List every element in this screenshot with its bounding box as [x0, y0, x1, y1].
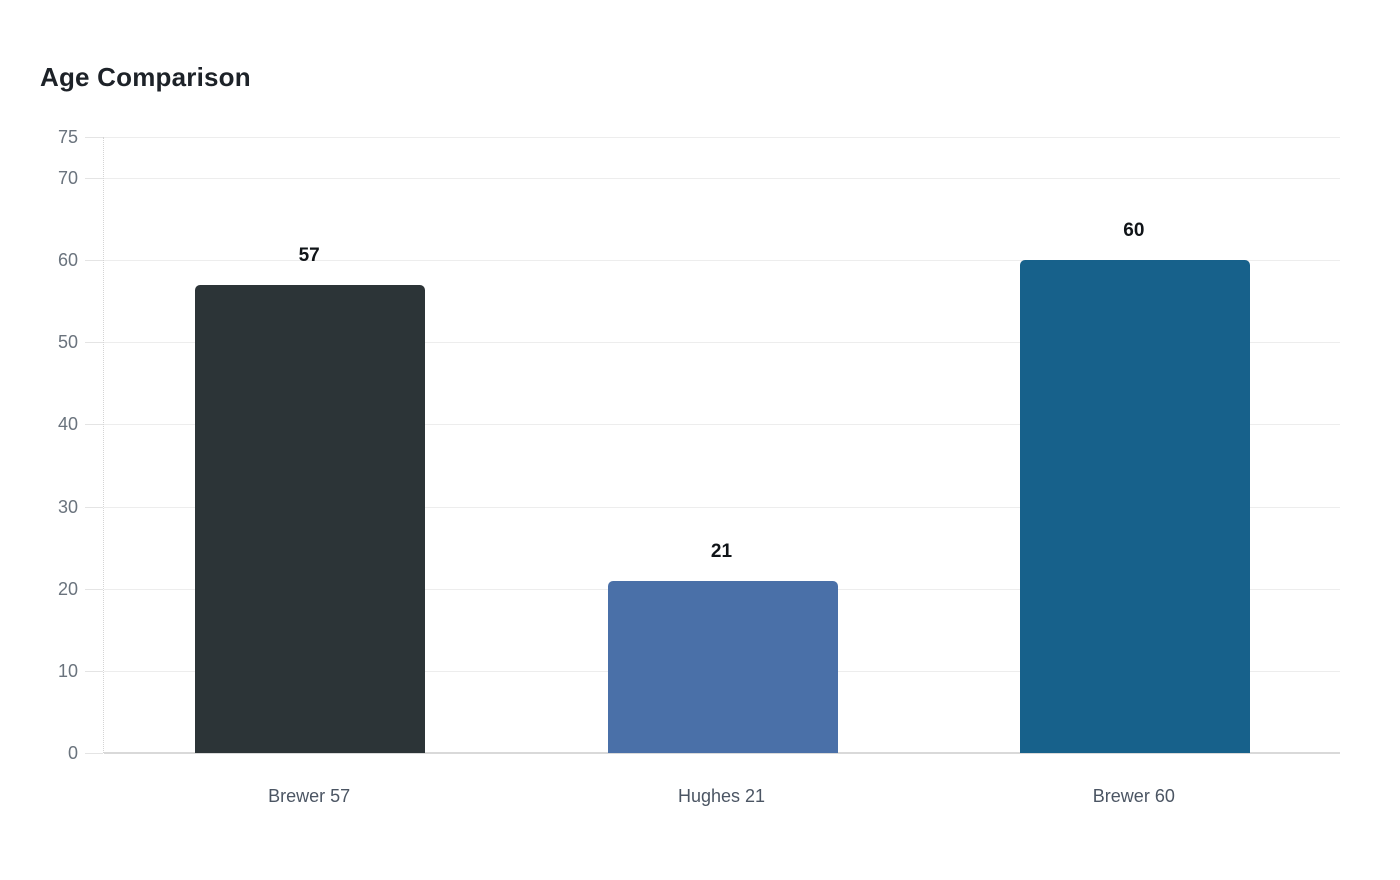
y-tick-mark: [85, 424, 103, 426]
y-tick-label: 60: [57, 250, 78, 271]
y-tick-mark: [85, 342, 103, 344]
y-tick-mark: [85, 588, 103, 590]
y-tick-label: 75: [57, 127, 78, 147]
bar-value-label: 57: [298, 244, 320, 266]
y-tick-label: 0: [67, 743, 78, 763]
bar-brewer-60: [1019, 260, 1250, 753]
y-tick-label: 70: [57, 168, 78, 189]
y-tick-label: 40: [57, 414, 78, 435]
grid-line: [104, 342, 1340, 344]
y-tick-mark: [85, 137, 103, 138]
plot-area: [103, 137, 1340, 754]
y-tick-label: 30: [57, 496, 78, 517]
x-axis-baseline: [104, 752, 1340, 754]
grid-line: [104, 178, 1340, 180]
y-tick-mark: [85, 178, 103, 180]
y-tick-label: 10: [57, 660, 78, 681]
y-tick-label: 20: [57, 578, 78, 599]
y-tick-mark: [85, 260, 103, 262]
bar-hughes-21: [607, 580, 838, 753]
y-tick-mark: [85, 670, 103, 672]
y-tick-mark: [85, 506, 103, 508]
bar-brewer-57: [195, 284, 426, 753]
x-tick-label: Brewer 60: [1092, 786, 1175, 806]
grid-line: [104, 137, 1340, 138]
y-tick-mark: [85, 753, 103, 754]
x-tick-label: Brewer 57: [268, 786, 351, 806]
grid-line: [104, 506, 1340, 508]
chart-title: Age Comparison: [40, 62, 251, 92]
bar-value-label: 60: [1123, 220, 1145, 242]
bar-value-label: 21: [710, 540, 733, 562]
x-tick-label: Hughes 21: [677, 786, 766, 806]
y-tick-label: 50: [57, 332, 78, 353]
grid-line: [104, 424, 1340, 426]
grid-line: [104, 260, 1340, 262]
